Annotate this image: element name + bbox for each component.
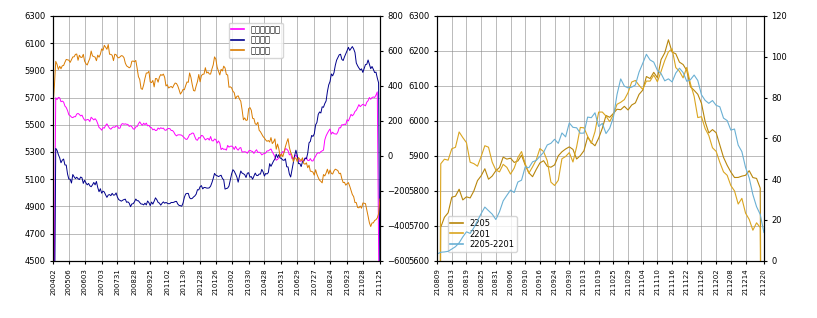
Legend: 广西现货价格, 糖糊指数, 远期基差: 广西现货价格, 糖糊指数, 远期基差	[229, 23, 283, 58]
Legend: 2205, 2201, 2205-2201: 2205, 2201, 2205-2201	[448, 216, 517, 252]
